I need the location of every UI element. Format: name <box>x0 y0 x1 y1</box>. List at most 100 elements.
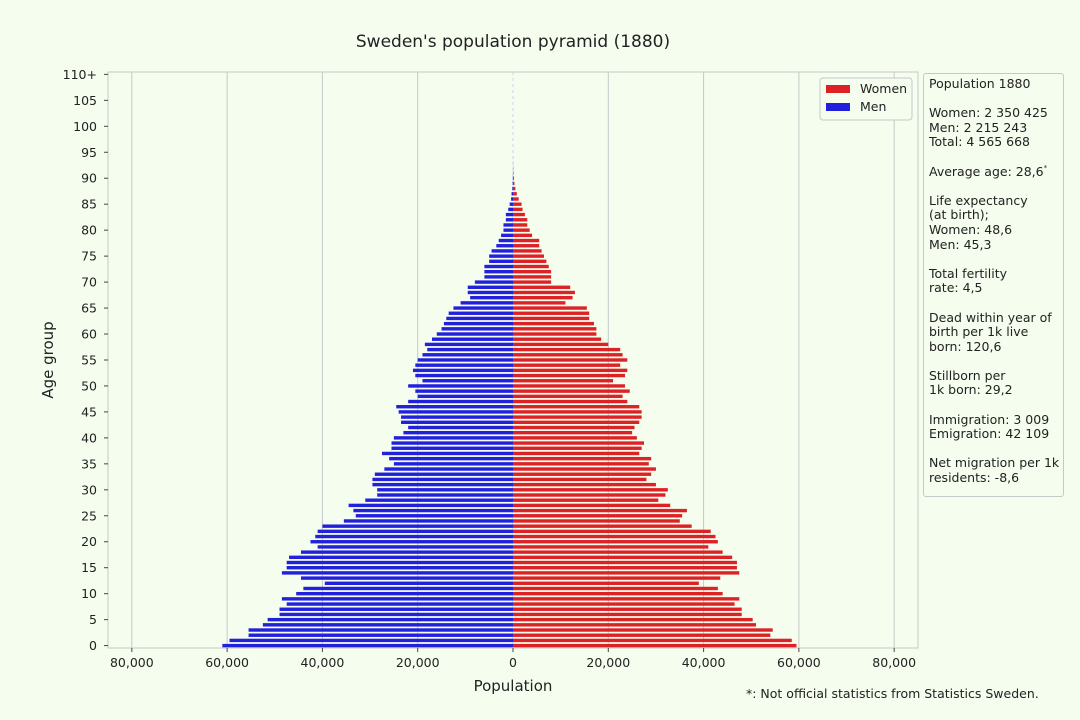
bar-women-age-59 <box>513 337 602 341</box>
bar-men-age-5 <box>267 617 513 622</box>
bar-men-age-10 <box>296 591 513 596</box>
info-net-migration-2: residents: -8,6 <box>929 470 1020 486</box>
bar-women-age-16 <box>513 560 737 565</box>
bar-women-age-22 <box>513 529 711 534</box>
info-immigration: Immigration: 3 009 <box>929 411 1050 427</box>
bar-men-age-65 <box>453 306 513 310</box>
bar-men-age-42 <box>408 425 513 430</box>
bar-women-age-69 <box>513 285 571 289</box>
info-men: Men: 2 215 243 <box>929 119 1028 135</box>
bar-men-age-24 <box>343 519 513 523</box>
bar-men-age-68 <box>467 290 513 295</box>
y-tick-label-22: 110+ <box>63 67 97 82</box>
legend-swatch-women <box>826 85 850 93</box>
bar-women-age-7 <box>513 607 742 611</box>
chart-title: Sweden's population pyramid (1880) <box>356 32 670 52</box>
bar-women-age-9 <box>513 597 740 601</box>
info-average-age-line: Average age: 28,6* <box>929 163 1059 180</box>
info-fertility-2: rate: 4,5 <box>929 280 983 296</box>
bar-women-age-8 <box>513 602 735 606</box>
y-tick-label-17: 85 <box>81 197 97 212</box>
bar-women-age-72 <box>513 270 552 274</box>
bar-women-age-18 <box>513 550 723 554</box>
y-tick-label-15: 75 <box>81 249 97 264</box>
bar-men-age-0 <box>222 643 513 648</box>
bar-women-age-28 <box>513 498 659 502</box>
bar-women-age-37 <box>513 451 640 456</box>
x-axis-ticks: 80,000 60,000 40,000 20,000 0 20,000 40,000 60,… <box>110 648 916 670</box>
statistics-info-box: Population 1880 Women: 2 350 425 Men: 2 … <box>923 73 1064 497</box>
bar-women-age-44 <box>513 415 642 419</box>
bar-men-age-86 <box>511 197 513 201</box>
bar-men-age-32 <box>372 477 513 482</box>
bar-women-age-35 <box>513 462 649 466</box>
bar-women-age-41 <box>513 430 633 435</box>
bar-women-age-65 <box>513 306 587 310</box>
bar-women-age-2 <box>513 633 771 637</box>
bar-women-age-47 <box>513 399 628 404</box>
bar-men-age-64 <box>448 311 513 315</box>
y-tick-label-1: 5 <box>89 612 97 627</box>
bar-men-age-77 <box>496 244 513 248</box>
bar-women-age-49 <box>513 389 630 393</box>
info-life-women: Women: 48,6 <box>929 221 1013 237</box>
bar-women-age-87 <box>513 192 517 196</box>
y-tick-label-11: 55 <box>81 352 97 367</box>
bar-women-age-64 <box>513 311 590 315</box>
info-women: Women: 2 350 425 <box>929 105 1048 121</box>
bar-women-age-40 <box>513 436 637 440</box>
bar-men-age-61 <box>441 327 513 331</box>
bar-men-age-78 <box>498 238 513 243</box>
bar-men-age-15 <box>286 566 513 570</box>
bar-women-age-90 <box>513 176 514 180</box>
bar-women-age-46 <box>513 405 640 409</box>
bar-men-age-56 <box>422 353 513 357</box>
bar-men-age-57 <box>427 347 513 352</box>
x-tick-label-5: 20,000 <box>586 655 630 670</box>
info-average-age: Average age: 28,6 <box>929 163 1044 179</box>
bar-women-age-58 <box>513 342 609 347</box>
x-tick-label-8: 80,000 <box>872 655 916 670</box>
bar-women-age-30 <box>513 488 668 492</box>
bar-men-age-76 <box>491 249 513 253</box>
bar-men-age-43 <box>401 420 513 425</box>
bar-men-age-23 <box>322 524 513 528</box>
bar-men-age-26 <box>353 508 513 513</box>
bar-men-age-58 <box>424 342 513 347</box>
y-tick-label-16: 80 <box>81 223 97 238</box>
bar-women-age-83 <box>513 212 525 217</box>
bar-men-age-60 <box>436 332 513 336</box>
bar-women-age-13 <box>513 576 721 580</box>
bar-women-age-51 <box>513 379 614 383</box>
bar-women-age-80 <box>513 228 530 232</box>
bar-men-age-46 <box>396 405 513 409</box>
bar-men-age-39 <box>391 441 513 445</box>
bar-men-age-79 <box>501 233 513 238</box>
x-tick-label-1: 60,000 <box>205 655 249 670</box>
bar-men-age-37 <box>381 451 513 456</box>
x-tick-label-4: 0 <box>509 655 517 670</box>
legend-label-women: Women <box>860 81 907 96</box>
bar-men-age-45 <box>398 410 513 414</box>
bar-men-age-30 <box>377 488 513 492</box>
bar-men-age-62 <box>443 321 513 326</box>
bar-women-age-23 <box>513 524 692 528</box>
y-tick-label-0: 0 <box>89 638 97 653</box>
bar-women-age-79 <box>513 233 533 238</box>
footnote: *: Not official statistics from Statisti… <box>746 686 1039 701</box>
bar-women-age-39 <box>513 441 645 445</box>
bar-women-age-29 <box>513 493 666 497</box>
bar-men-age-88 <box>512 186 513 191</box>
bar-men-age-70 <box>474 280 513 284</box>
bar-men-age-72 <box>484 270 513 274</box>
bar-women-age-31 <box>513 482 656 487</box>
bar-women-age-6 <box>513 612 742 617</box>
bar-women-age-84 <box>513 207 523 212</box>
x-tick-label-6: 40,000 <box>682 655 726 670</box>
bar-women-age-57 <box>513 347 621 352</box>
bar-women-age-77 <box>513 244 540 248</box>
y-tick-label-8: 40 <box>81 430 97 445</box>
bar-women-age-27 <box>513 503 671 508</box>
info-life-men: Men: 45,3 <box>929 236 992 252</box>
bar-women-age-54 <box>513 363 621 367</box>
